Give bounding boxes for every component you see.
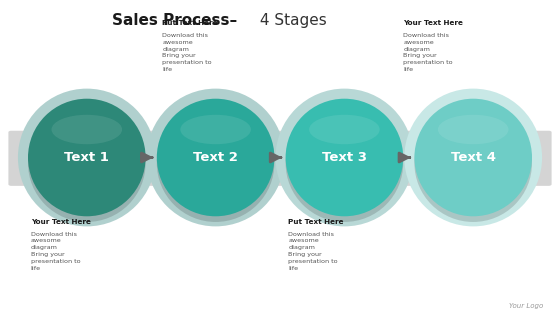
Text: Download this
awesome
diagram
Bring your
presentation to
life: Download this awesome diagram Bring your… [162, 33, 212, 72]
Ellipse shape [286, 104, 403, 222]
Text: Text 1: Text 1 [64, 151, 109, 164]
Ellipse shape [157, 99, 274, 216]
Ellipse shape [52, 115, 122, 144]
Ellipse shape [438, 115, 508, 144]
Ellipse shape [414, 104, 532, 222]
Text: 4 Stages: 4 Stages [255, 13, 326, 28]
Ellipse shape [18, 89, 156, 226]
Ellipse shape [180, 115, 251, 144]
FancyBboxPatch shape [8, 131, 552, 186]
Text: Text 4: Text 4 [451, 151, 496, 164]
Ellipse shape [157, 104, 274, 222]
Text: Download this
awesome
diagram
Bring your
presentation to
life: Download this awesome diagram Bring your… [31, 232, 81, 271]
Ellipse shape [276, 89, 413, 226]
Text: Download this
awesome
diagram
Bring your
presentation to
life: Download this awesome diagram Bring your… [403, 33, 453, 72]
Ellipse shape [28, 99, 146, 216]
Ellipse shape [286, 99, 403, 216]
Text: Text 3: Text 3 [322, 151, 367, 164]
Text: Your Text Here: Your Text Here [31, 219, 91, 225]
Ellipse shape [147, 89, 284, 226]
Text: Sales Process–: Sales Process– [112, 13, 237, 28]
Ellipse shape [28, 104, 146, 222]
Ellipse shape [414, 99, 532, 216]
Ellipse shape [309, 115, 380, 144]
Text: Put Text Here: Put Text Here [288, 219, 344, 225]
Ellipse shape [404, 89, 542, 226]
Text: Your Text Here: Your Text Here [403, 20, 463, 26]
Text: Your Logo: Your Logo [509, 303, 543, 309]
Text: Text 2: Text 2 [193, 151, 238, 164]
Text: Download this
awesome
diagram
Bring your
presentation to
life: Download this awesome diagram Bring your… [288, 232, 338, 271]
Text: Put Text Here: Put Text Here [162, 20, 218, 26]
